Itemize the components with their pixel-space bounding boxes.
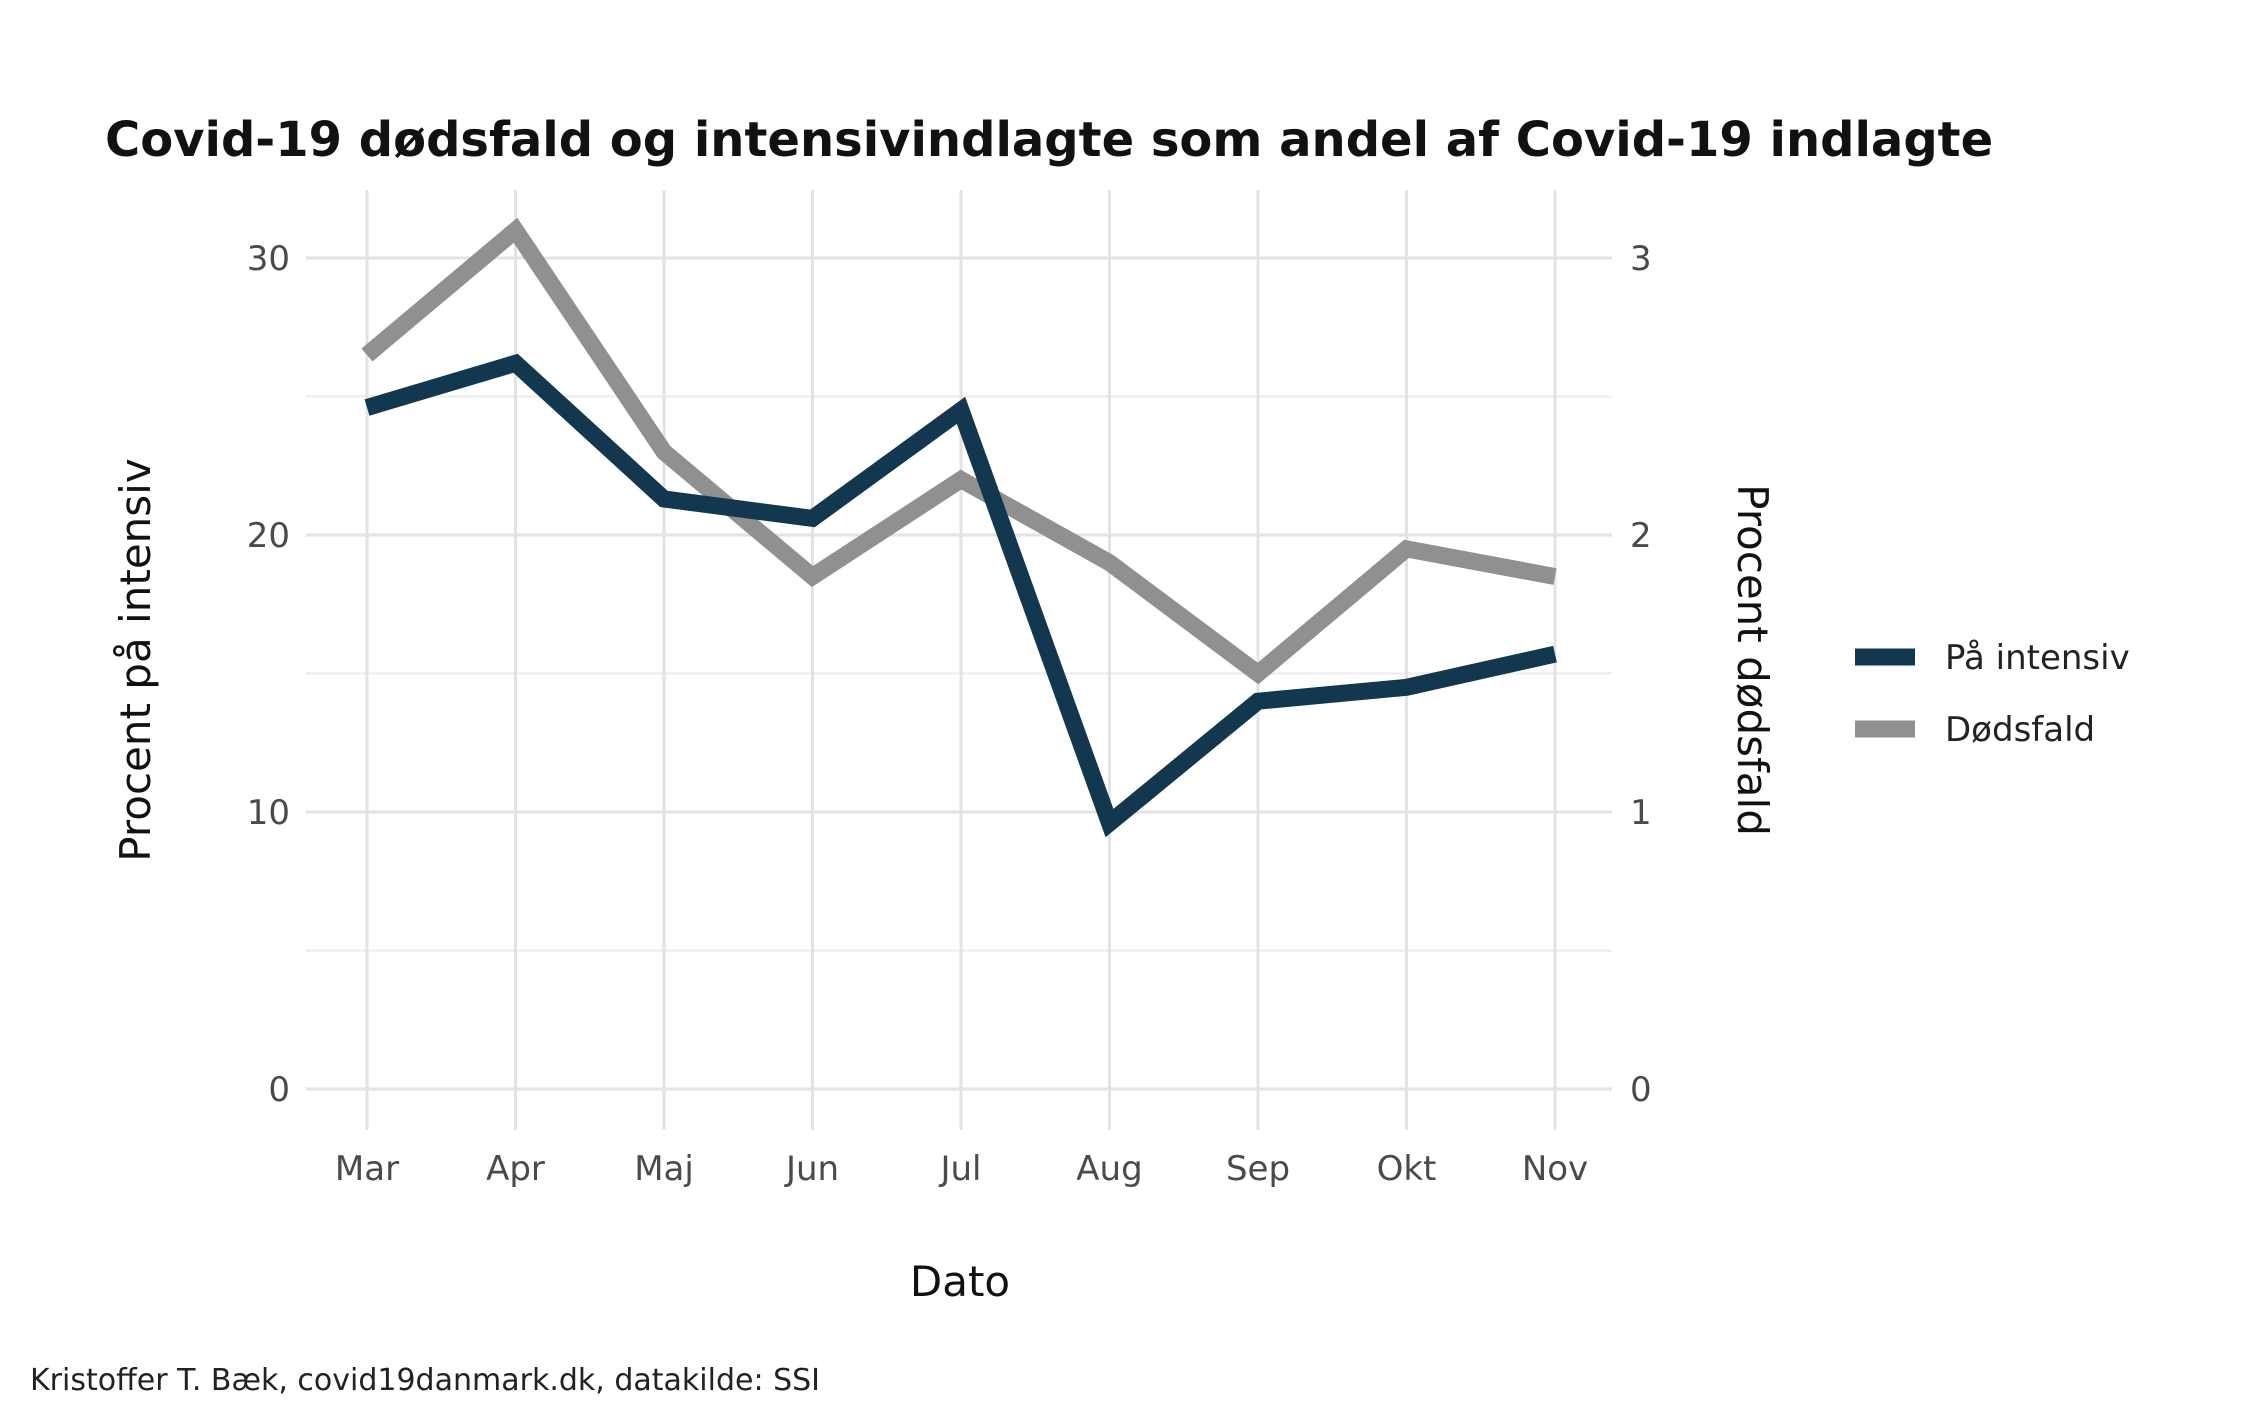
y-tick-label-right: 1 [1630, 793, 1652, 833]
y-tick-label-left: 20 [247, 516, 290, 556]
chart-title: Covid-19 dødsfald og intensivindlagte so… [105, 112, 1993, 168]
y-tick-label-right: 2 [1630, 516, 1652, 556]
series-line-dodsfald [361, 217, 1557, 685]
x-tick-label: Nov [1522, 1149, 1588, 1189]
caption: Kristoffer T. Bæk, covid19danmark.dk, da… [30, 1363, 820, 1398]
series-line-intensiv [364, 353, 1557, 838]
y-axis-title-left: Procent på intensiv [111, 458, 160, 861]
y-axis-title-right: Procent dødsfald [1728, 484, 1777, 836]
y-tick-label-left: 0 [268, 1070, 290, 1110]
x-tick-label: Jun [784, 1149, 839, 1189]
y-tick-label-left: 30 [247, 239, 290, 279]
legend-label: Dødsfald [1945, 710, 2095, 750]
x-tick-label: Aug [1076, 1149, 1142, 1189]
series-layer [361, 217, 1557, 838]
x-tick-label: Jul [938, 1149, 981, 1189]
legend-label: På intensiv [1945, 638, 2130, 678]
y-tick-label-right: 3 [1630, 239, 1652, 279]
x-tick-label: Okt [1377, 1149, 1437, 1189]
grid [306, 190, 1612, 1130]
x-axis-title: Dato [910, 1257, 1010, 1306]
y-tick-label-right: 0 [1630, 1070, 1652, 1110]
legend: På intensiv Dødsfald [1855, 638, 2130, 750]
x-tick-label: Maj [634, 1149, 694, 1189]
tick-labels: Mar Apr Maj Jun Jul Aug Sep Okt Nov 0 10 20 30 0 1 2 3 [247, 239, 1652, 1189]
x-tick-label: Sep [1226, 1149, 1290, 1189]
x-tick-label: Apr [486, 1149, 545, 1189]
y-tick-label-left: 10 [247, 793, 290, 833]
x-tick-label: Mar [335, 1149, 399, 1189]
